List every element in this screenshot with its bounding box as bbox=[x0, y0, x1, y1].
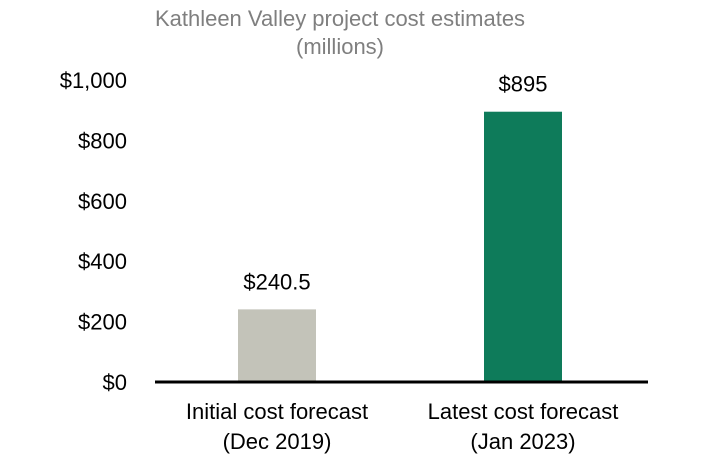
y-tick-label: $0 bbox=[103, 370, 127, 395]
x-tick-label: Latest cost forecast bbox=[428, 399, 619, 424]
y-tick-label: $1,000 bbox=[60, 68, 127, 93]
data-label: $240.5 bbox=[243, 269, 310, 294]
chart-title: Kathleen Valley project cost estimates bbox=[154, 6, 526, 31]
bar-1 bbox=[238, 309, 316, 382]
x-tick-label: Initial cost forecast bbox=[186, 399, 368, 424]
chart-subtitle: (millions) bbox=[296, 34, 384, 59]
y-tick-label: $200 bbox=[78, 310, 127, 335]
x-tick-label: (Dec 2019) bbox=[223, 429, 332, 454]
bar-2 bbox=[484, 111, 562, 383]
y-tick-label: $600 bbox=[78, 189, 127, 214]
y-tick-label: $800 bbox=[78, 128, 127, 153]
y-tick-label: $400 bbox=[78, 249, 127, 274]
x-tick-label: (Jan 2023) bbox=[470, 429, 575, 454]
data-label: $895 bbox=[499, 72, 548, 97]
